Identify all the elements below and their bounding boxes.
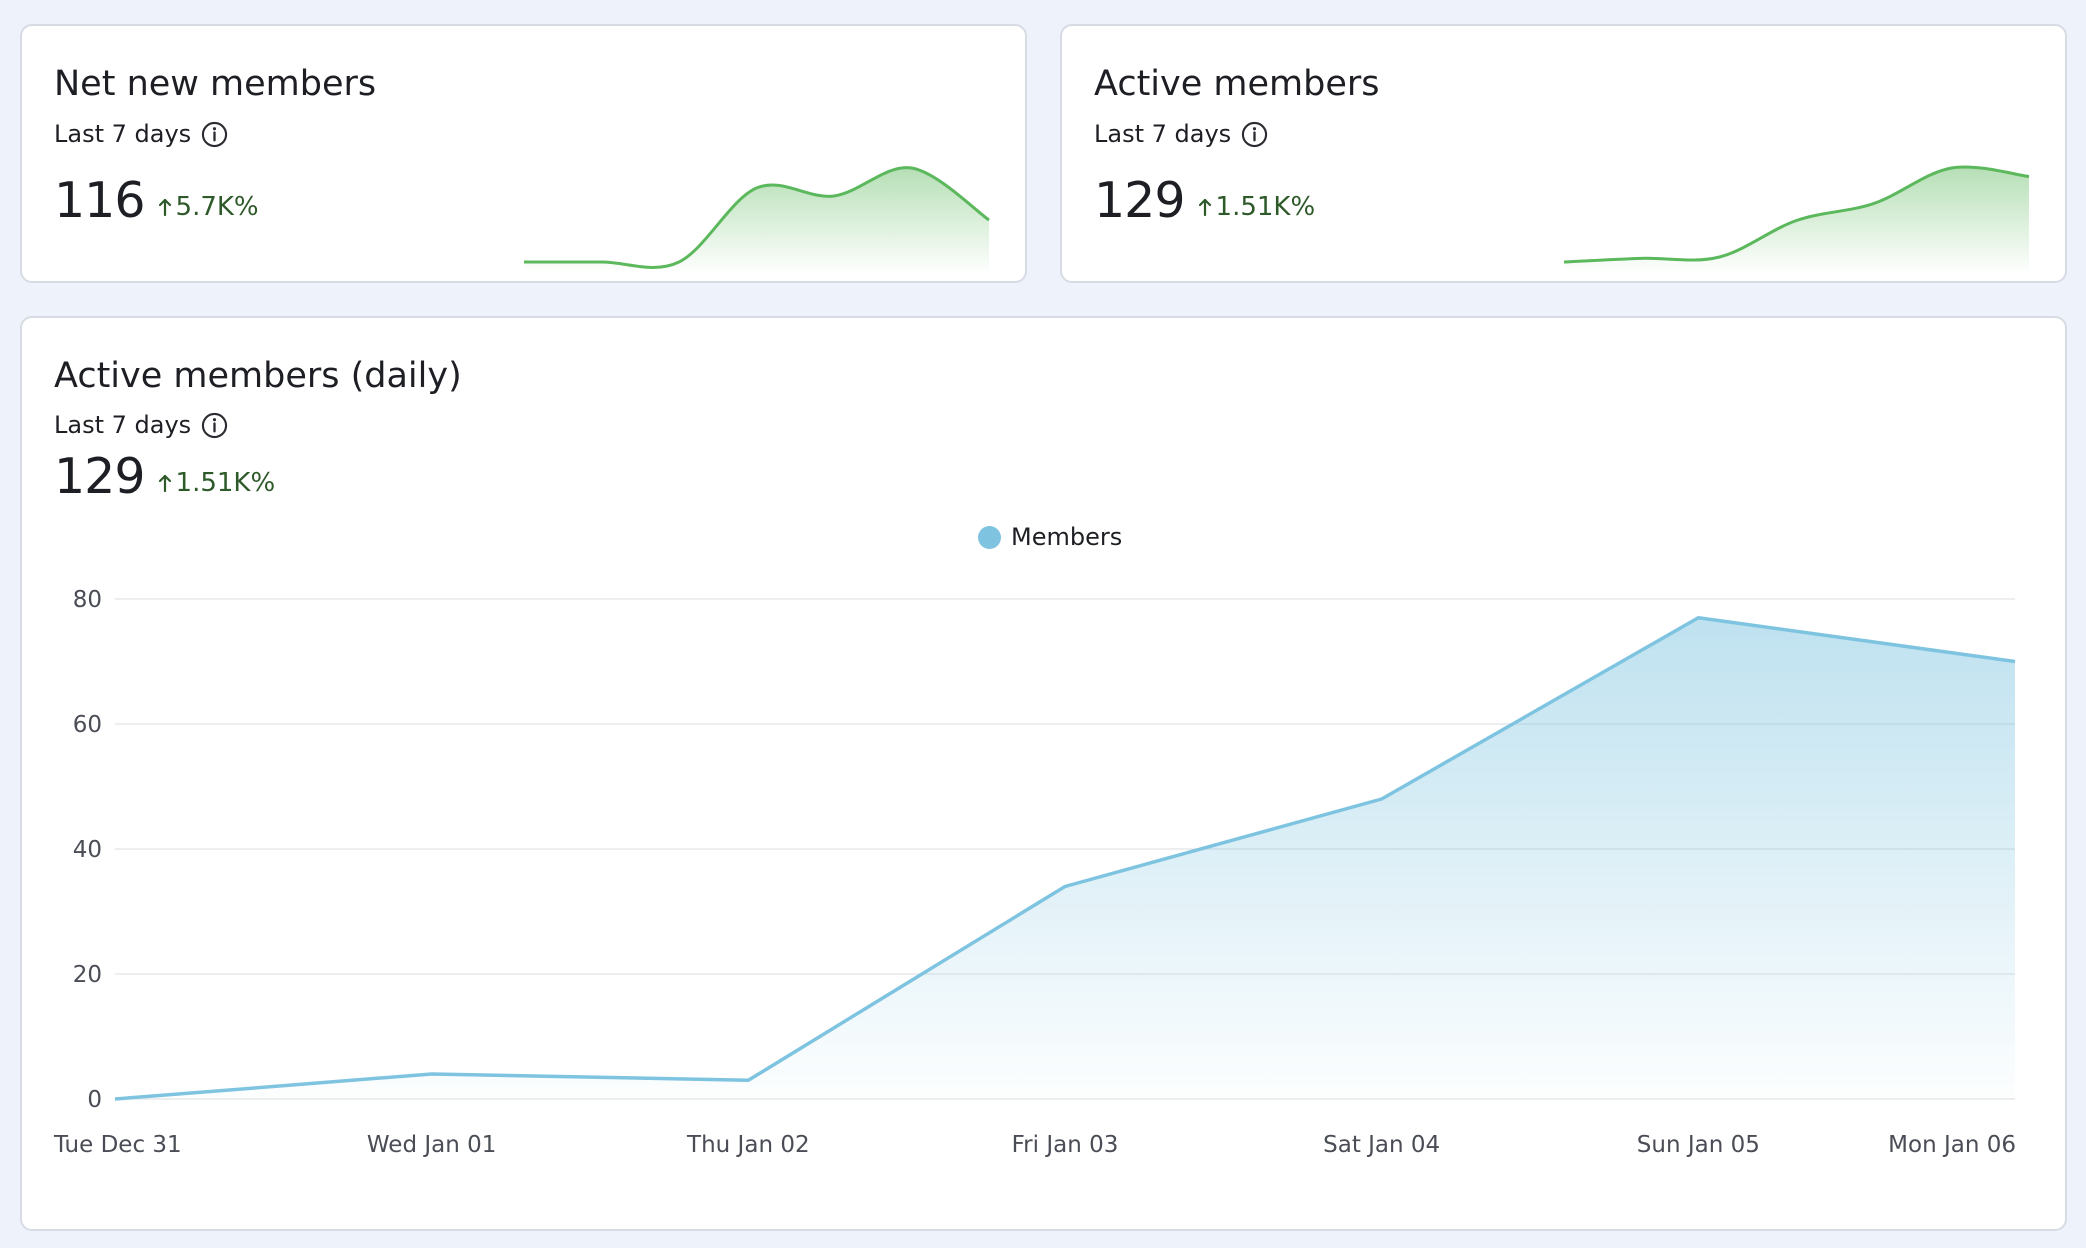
sparkline-area: [1564, 166, 2029, 274]
x-tick-label: Wed Jan 01: [367, 1132, 497, 1158]
sparkline-area: [524, 167, 989, 274]
active-members-daily-period: Last 7 days: [54, 411, 192, 439]
data-point[interactable]: [742, 1074, 754, 1086]
net-new-members-sparkline: [524, 166, 990, 274]
active-members-sparkline: [1564, 165, 2030, 274]
data-point[interactable]: [109, 1093, 121, 1105]
active-members-subtitle-row: Last 7 days: [1094, 120, 1268, 148]
x-tick-label: Sun Jan 05: [1637, 1132, 1760, 1158]
active-members-title: Active members: [1094, 64, 1380, 104]
active-members-card: Active members Last 7 days 129 1.51K%: [1060, 24, 2067, 283]
x-tick-label: Tue Dec 31: [53, 1132, 182, 1158]
active-members-value: 129: [1094, 172, 1186, 229]
data-point[interactable]: [1692, 612, 1704, 624]
net-new-members-title: Net new members: [54, 64, 377, 104]
info-icon[interactable]: [201, 121, 228, 148]
arrow-up-icon: [1198, 198, 1211, 217]
active-members-daily-card: 0 20 40 60 80 Tue Dec 31 Wed Jan 01 Thu Jan 02 F…: [20, 316, 2067, 1231]
net-new-members-period: Last 7 days: [54, 120, 192, 148]
y-tick-label: 20: [73, 962, 102, 988]
net-new-members-change: 5.7K%: [157, 192, 259, 222]
net-new-members-card: Net new members Last 7 days 116 5.7K%: [20, 24, 1027, 283]
net-new-members-change-value: 5.7K%: [175, 192, 259, 222]
sparkline-line: [524, 166, 990, 269]
net-new-members-value: 116: [54, 172, 146, 229]
active-members-daily-value: 129: [54, 448, 146, 505]
legend-label-members: Members: [1011, 523, 1123, 551]
net-new-members-subtitle-row: Last 7 days: [54, 120, 228, 148]
data-point[interactable]: [2009, 656, 2021, 668]
data-point[interactable]: [1059, 881, 1071, 893]
chart-legend[interactable]: Members: [978, 523, 1122, 551]
arrow-up-icon: [158, 474, 171, 493]
info-icon[interactable]: [1241, 121, 1268, 148]
active-members-daily-subtitle-row: Last 7 days: [54, 411, 228, 439]
active-members-daily-title: Active members (daily): [54, 356, 462, 396]
x-tick-label: Thu Jan 02: [686, 1132, 810, 1158]
active-members-daily-change: 1.51K%: [157, 468, 276, 498]
legend-swatch-members: [978, 525, 1001, 549]
active-members-daily-change-value: 1.51K%: [175, 468, 276, 498]
data-point[interactable]: [1376, 793, 1388, 805]
active-members-change: 1.51K%: [1197, 192, 1316, 222]
data-point[interactable]: [426, 1068, 438, 1080]
active-members-daily-metric: 129 1.51K%: [54, 448, 275, 505]
info-icon[interactable]: [201, 412, 228, 439]
series-line-members: [114, 616, 2016, 1101]
y-tick-label: 60: [73, 712, 102, 738]
x-tick-label: Fri Jan 03: [1012, 1132, 1119, 1158]
active-members-daily-chart: 0 20 40 60 80 Tue Dec 31 Wed Jan 01 Thu Jan 02 F…: [53, 587, 2021, 1158]
active-members-metric: 129 1.51K%: [1094, 172, 1315, 229]
series-area-members: [115, 617, 2015, 1099]
x-tick-label: Sat Jan 04: [1323, 1132, 1440, 1158]
y-tick-label: 80: [73, 587, 102, 613]
y-tick-label: 0: [87, 1087, 102, 1113]
arrow-up-icon: [158, 198, 171, 217]
y-tick-label: 40: [73, 837, 102, 863]
net-new-members-metric: 116 5.7K%: [54, 172, 259, 229]
sparkline-line: [1564, 165, 2030, 264]
x-tick-label: Mon Jan 06: [1888, 1132, 2016, 1158]
active-members-change-value: 1.51K%: [1215, 192, 1316, 222]
active-members-period: Last 7 days: [1094, 120, 1232, 148]
